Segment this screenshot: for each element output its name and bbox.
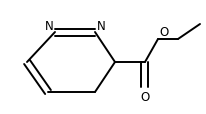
Text: N: N xyxy=(45,19,53,32)
Text: O: O xyxy=(140,91,150,104)
Text: N: N xyxy=(97,19,105,32)
Text: O: O xyxy=(159,26,169,39)
